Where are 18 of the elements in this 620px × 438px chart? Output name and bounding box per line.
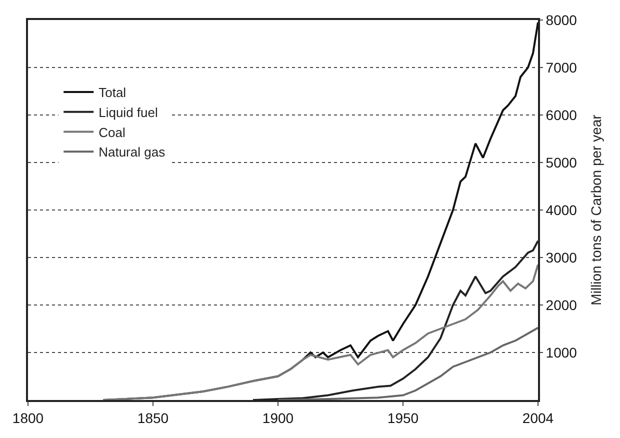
x-tick-label: 1800 [12, 410, 44, 426]
y-tick-label: 7000 [546, 59, 578, 76]
y-tick-label: 8000 [546, 12, 578, 28]
y-tick-label: 3000 [546, 249, 578, 266]
y-tick-label: 1000 [546, 344, 578, 360]
y-tick-label: 2000 [546, 296, 578, 313]
x-tick-label: 1950 [387, 410, 419, 426]
y-tick-label: 4000 [546, 202, 578, 218]
x-tick-label: 1850 [137, 410, 169, 426]
legend-label: Liquid fuel [98, 104, 158, 120]
legend-label: Total [98, 85, 126, 100]
y-tick-label: 5000 [546, 154, 578, 170]
legend-label: Natural gas [98, 144, 166, 160]
y-tick-label: 6000 [546, 106, 578, 123]
x-tick-label: 1900 [262, 410, 294, 426]
legend-label: Coal [98, 124, 126, 140]
x-tick-label: 2004 [522, 410, 554, 426]
y-axis-title: Million tons of Carbon per year [588, 114, 604, 306]
